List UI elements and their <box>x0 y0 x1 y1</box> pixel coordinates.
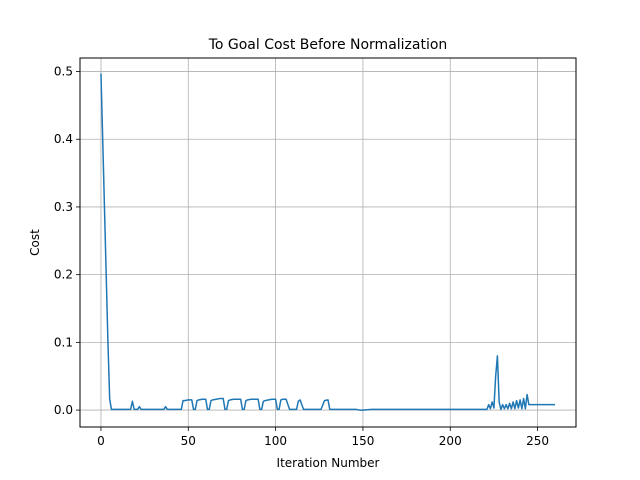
x-tick-label: 50 <box>181 434 196 448</box>
y-tick-label: 0.3 <box>54 200 73 214</box>
y-tick-label: 0.2 <box>54 268 73 282</box>
x-tick-label: 150 <box>351 434 374 448</box>
y-tick-label: 0.4 <box>54 132 73 146</box>
x-axis-title: Iteration Number <box>277 456 380 470</box>
x-tick-label: 100 <box>264 434 287 448</box>
axes-frame <box>79 57 577 428</box>
y-tick-label: 0.1 <box>54 335 73 349</box>
y-tick-label: 0.5 <box>54 65 73 79</box>
x-tick-label: 250 <box>526 434 549 448</box>
chart-title: To Goal Cost Before Normalization <box>208 37 448 53</box>
y-axis-title: Cost <box>28 229 42 256</box>
series-layer <box>100 73 556 411</box>
x-tick-label: 200 <box>439 434 462 448</box>
x-tick-label: 0 <box>97 434 105 448</box>
y-tick-label: 0.0 <box>54 403 73 417</box>
series-line-0 <box>100 73 556 411</box>
ticks: 0 50 100 150 200 250 0.0 0.1 0.2 0.3 0.4 0.5 <box>54 65 549 448</box>
